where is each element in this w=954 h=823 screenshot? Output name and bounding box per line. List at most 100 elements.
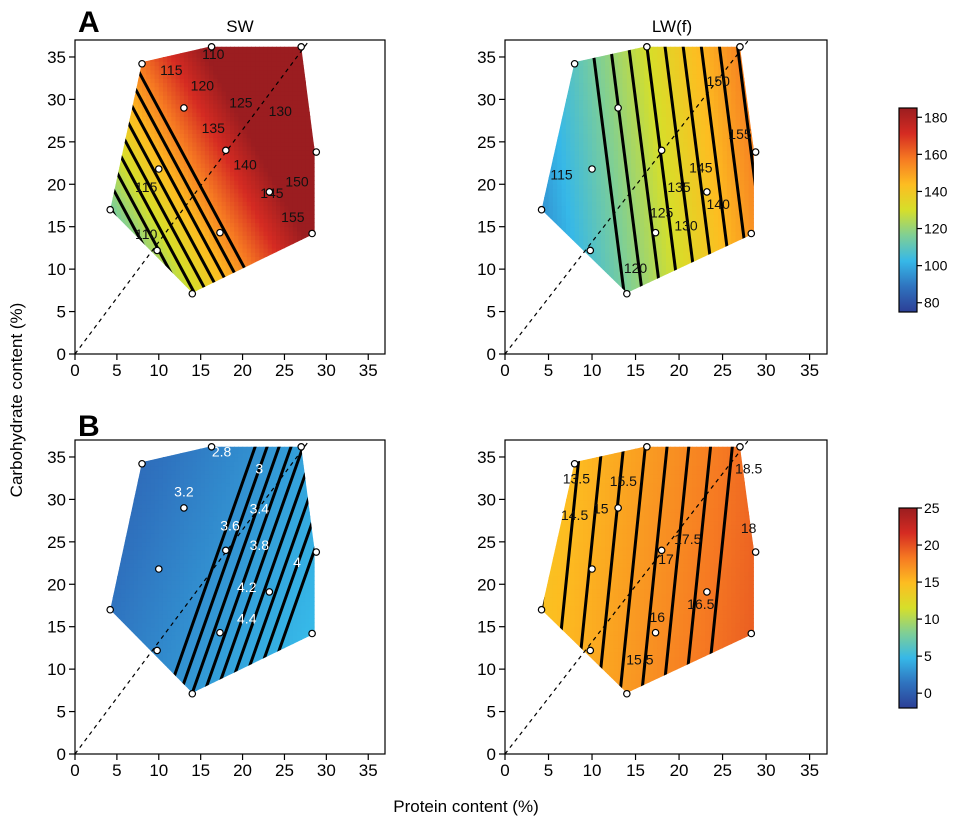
heatmap-cell	[284, 163, 290, 168]
heatmap-cell	[221, 192, 227, 198]
heatmap-cell	[217, 260, 223, 266]
heatmap-cell	[175, 69, 181, 75]
heatmap-cell	[255, 103, 260, 109]
heatmap-cell	[183, 99, 189, 105]
heatmap-cell	[309, 201, 315, 207]
heatmap-cell	[267, 78, 273, 84]
heatmap-cell	[142, 167, 147, 173]
heatmap-cell	[284, 239, 290, 245]
heatmap-cell	[225, 124, 231, 130]
heatmap-cell	[225, 99, 231, 105]
heatmap-cell	[280, 61, 286, 67]
heatmap-cell	[204, 175, 210, 181]
heatmap-cell	[280, 65, 286, 71]
heatmap-cell	[250, 239, 256, 245]
heatmap-cell	[196, 124, 202, 130]
heatmap-cell	[305, 137, 311, 143]
heatmap-cell	[192, 129, 198, 134]
heatmap-cell	[280, 107, 286, 113]
heatmap-cell	[209, 116, 214, 122]
heatmap-cell	[230, 90, 235, 96]
heatmap-cell	[267, 209, 273, 215]
heatmap-cell	[179, 90, 185, 96]
heatmap-cell	[305, 124, 311, 130]
heatmap-cell	[267, 95, 273, 101]
heatmap-cell	[192, 209, 198, 215]
heatmap-cell	[133, 175, 139, 181]
heatmap-cell	[238, 252, 244, 258]
heatmap-cell	[129, 180, 135, 185]
heatmap-cell	[230, 120, 235, 126]
heatmap-cell	[154, 95, 160, 101]
heatmap-cell	[225, 82, 231, 88]
heatmap-cell	[230, 99, 235, 105]
heatmap-cell	[162, 158, 168, 164]
heatmap-cell	[221, 209, 227, 215]
heatmap-cell	[242, 167, 248, 173]
heatmap-cell	[121, 163, 126, 168]
heatmap-cell	[150, 99, 156, 105]
heatmap-cell	[175, 205, 181, 211]
heatmap-cell	[129, 107, 135, 113]
heatmap-cell	[276, 95, 281, 101]
heatmap-cell	[209, 150, 214, 156]
heatmap-cell	[200, 218, 206, 224]
heatmap-cell	[255, 213, 260, 219]
heatmap-cell	[288, 158, 294, 164]
heatmap-cell	[200, 239, 206, 245]
heatmap-cell	[188, 124, 193, 130]
heatmap-cell	[250, 205, 256, 211]
heatmap-cell	[192, 286, 198, 291]
heatmap-cell	[246, 201, 252, 207]
heatmap-cell	[225, 90, 231, 96]
heatmap-cell	[196, 82, 202, 88]
heatmap-cell	[200, 65, 206, 71]
heatmap-cell	[175, 129, 181, 134]
heatmap-cell	[267, 158, 273, 164]
heatmap-cell	[133, 116, 139, 122]
heatmap-cell	[204, 107, 210, 113]
heatmap-cell	[305, 158, 311, 164]
heatmap-cell	[200, 103, 206, 109]
heatmap-cell	[142, 226, 147, 232]
heatmap-cell	[242, 86, 248, 92]
heatmap-cell	[213, 230, 219, 236]
heatmap-cell	[188, 230, 193, 236]
heatmap-cell	[158, 116, 164, 122]
heatmap-cell	[221, 133, 227, 139]
heatmap-cell	[209, 260, 214, 266]
heatmap-cell	[280, 230, 286, 236]
heatmap-cell	[301, 167, 307, 173]
heatmap-cell	[142, 209, 147, 215]
heatmap-cell	[246, 188, 252, 194]
heatmap-cell	[259, 256, 265, 262]
heatmap-cell	[250, 46, 256, 50]
heatmap-cell	[238, 141, 244, 147]
heatmap-cell	[183, 82, 189, 88]
heatmap-cell	[209, 197, 214, 202]
heatmap-cell	[154, 141, 160, 147]
heatmap-cell	[154, 205, 160, 211]
heatmap-cell	[204, 167, 210, 173]
heatmap-cell	[188, 264, 193, 270]
heatmap-cell	[242, 226, 248, 232]
heatmap-cell	[129, 167, 135, 173]
heatmap-cell	[238, 209, 244, 215]
heatmap-cell	[280, 90, 286, 96]
heatmap-cell	[137, 78, 143, 84]
heatmap-cell	[276, 218, 281, 224]
heatmap-cell	[200, 277, 206, 283]
heatmap-cell	[204, 163, 210, 168]
heatmap-cell	[200, 205, 206, 211]
heatmap-cell	[192, 73, 198, 79]
heatmap-cell	[200, 171, 206, 177]
heatmap-cell	[276, 56, 281, 62]
heatmap-cell	[133, 171, 139, 177]
heatmap-cell	[179, 273, 185, 279]
heatmap-cell	[213, 112, 219, 117]
heatmap-cell	[142, 141, 147, 147]
heatmap-cell	[204, 65, 210, 71]
heatmap-cell	[271, 69, 277, 75]
heatmap-cell	[259, 243, 265, 249]
heatmap-cell	[209, 86, 214, 92]
